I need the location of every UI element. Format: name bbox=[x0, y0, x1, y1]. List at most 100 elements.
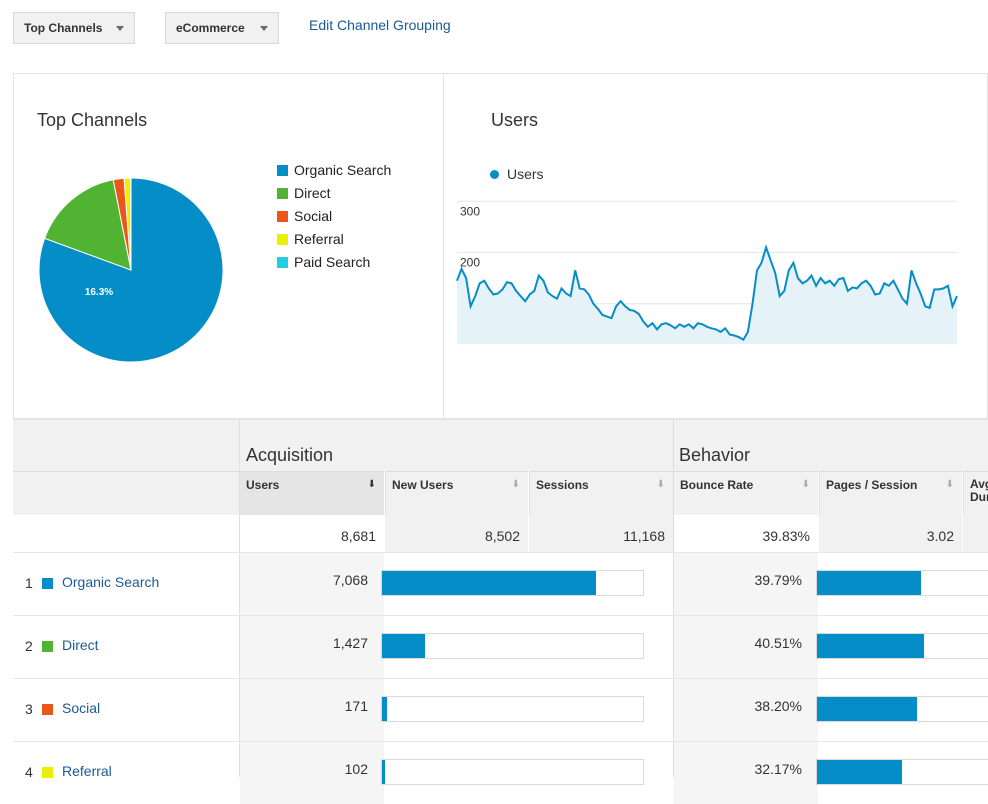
sort-icon: ⬇ bbox=[656, 479, 665, 490]
sort-desc-icon: ⬇ bbox=[367, 479, 376, 490]
bounce-rate-bar-fill bbox=[817, 697, 918, 721]
y-tick-label: 300 bbox=[460, 204, 480, 218]
row-rank: 4 bbox=[25, 764, 33, 780]
pie-slice-paid-search[interactable] bbox=[129, 177, 132, 271]
row-users: 102 bbox=[240, 742, 384, 804]
top-channels-dropdown[interactable]: Top Channels bbox=[13, 12, 135, 44]
users-column-header[interactable]: Users ⬇ bbox=[240, 471, 384, 515]
bounce-rate-bar-fill bbox=[817, 634, 924, 658]
bounce-rate-bar bbox=[816, 633, 988, 659]
legend-paid-search: Paid Search bbox=[277, 253, 370, 271]
users-share-bar-fill bbox=[382, 571, 597, 595]
bounce-rate-column-label: Bounce Rate bbox=[680, 478, 754, 492]
bounce-rate-column-header[interactable]: Bounce Rate ⬇ bbox=[674, 471, 818, 515]
table-row: 4 Referral 102 32.17% bbox=[13, 741, 988, 804]
channel-column-header bbox=[13, 471, 239, 515]
legend-swatch bbox=[277, 234, 288, 245]
row-users: 171 bbox=[240, 679, 384, 741]
row-rank: 1 bbox=[25, 575, 33, 591]
ecommerce-dropdown-label: eCommerce bbox=[176, 21, 245, 35]
sort-icon: ⬇ bbox=[511, 479, 520, 490]
legend-organic-search: Organic Search bbox=[277, 161, 391, 179]
total-avg-duration bbox=[963, 515, 988, 552]
users-share-bar bbox=[381, 570, 644, 596]
avg-column-label: Avg bbox=[970, 477, 988, 491]
bounce-rate-bar bbox=[816, 570, 988, 596]
legend-label: Paid Search bbox=[294, 254, 371, 270]
bounce-rate-bar bbox=[816, 759, 988, 785]
channel-link[interactable]: Social bbox=[62, 700, 101, 716]
users-share-bar bbox=[381, 633, 644, 659]
legend-dot-icon bbox=[490, 170, 499, 179]
legend-swatch bbox=[277, 165, 288, 176]
row-users: 7,068 bbox=[240, 553, 384, 615]
table-header-band bbox=[13, 419, 988, 471]
channel-color-chip bbox=[42, 641, 53, 652]
users-share-bar bbox=[381, 696, 644, 722]
channel-color-chip bbox=[42, 767, 53, 778]
new-users-column-header[interactable]: New Users ⬇ bbox=[385, 471, 528, 515]
row-bounce-rate: 32.17% bbox=[674, 742, 818, 804]
users-area bbox=[457, 247, 957, 344]
pie-label-direct: 16.3% bbox=[85, 287, 113, 298]
edit-channel-grouping-link[interactable]: Edit Channel Grouping bbox=[309, 17, 451, 33]
legend-label: Referral bbox=[294, 231, 344, 247]
line-chart: 300200100December 2022January 2023 bbox=[456, 200, 958, 344]
row-rank: 3 bbox=[25, 701, 33, 717]
total-new-users: 8,502 bbox=[385, 515, 528, 552]
pie-slice-direct[interactable] bbox=[43, 179, 132, 271]
dur-column-label: Dur bbox=[970, 490, 988, 504]
legend-social: Social bbox=[277, 207, 332, 225]
ecommerce-dropdown[interactable]: eCommerce bbox=[165, 12, 279, 44]
total-sessions: 11,168 bbox=[529, 515, 673, 552]
channel-link[interactable]: Direct bbox=[62, 637, 99, 653]
sort-icon: ⬇ bbox=[945, 479, 954, 490]
legend-swatch bbox=[277, 257, 288, 268]
row-rank: 2 bbox=[25, 638, 33, 654]
users-column-label: Users bbox=[246, 478, 280, 492]
channel-color-chip bbox=[42, 704, 53, 715]
channel-link[interactable]: Organic Search bbox=[62, 574, 160, 590]
bounce-rate-bar-fill bbox=[817, 760, 902, 784]
top-channels-panel: Top Channels 80.6%16.3% Organic Search D… bbox=[13, 73, 444, 419]
table-row: 2 Direct 1,427 40.51% bbox=[13, 615, 988, 678]
bounce-rate-bar-fill bbox=[817, 571, 922, 595]
users-share-bar-fill bbox=[382, 760, 386, 784]
pages-session-column-label: Pages / Session bbox=[826, 478, 918, 492]
users-series-line bbox=[456, 244, 958, 341]
bounce-rate-bar bbox=[816, 696, 988, 722]
chevron-down-icon bbox=[260, 26, 268, 31]
table-row: 3 Social 171 38.20% bbox=[13, 678, 988, 741]
legend-label: Direct bbox=[294, 185, 331, 201]
behavior-group-label: Behavior bbox=[679, 445, 751, 465]
pie-panel-title: Top Channels bbox=[37, 110, 148, 130]
pages-session-column-header[interactable]: Pages / Session ⬇ bbox=[819, 471, 962, 515]
legend-label: Social bbox=[294, 208, 333, 224]
sessions-column-header[interactable]: Sessions ⬇ bbox=[529, 471, 673, 515]
line-legend-label: Users bbox=[507, 166, 544, 182]
top-channels-dropdown-label: Top Channels bbox=[24, 21, 103, 35]
chevron-down-icon bbox=[116, 26, 124, 31]
sessions-column-label: Sessions bbox=[536, 478, 589, 492]
row-bounce-rate: 38.20% bbox=[674, 679, 818, 741]
pie-chart: 80.6%16.3% bbox=[38, 177, 224, 363]
legend-swatch bbox=[277, 188, 288, 199]
pie-slice-organic-search[interactable] bbox=[38, 177, 224, 363]
legend-swatch bbox=[277, 211, 288, 222]
avg-duration-column-header[interactable]: AvgDur bbox=[963, 471, 988, 515]
legend-label: Organic Search bbox=[294, 162, 392, 178]
users-share-bar-fill bbox=[382, 697, 388, 721]
row-bounce-rate: 39.79% bbox=[674, 553, 818, 615]
legend-direct: Direct bbox=[277, 184, 331, 202]
line-panel-title: Users bbox=[491, 110, 539, 130]
users-share-bar bbox=[381, 759, 644, 785]
line-legend: Users bbox=[490, 166, 544, 182]
users-panel: Users Users 300200100December 2022Januar… bbox=[443, 73, 988, 419]
legend-referral: Referral bbox=[277, 230, 344, 248]
channel-color-chip bbox=[42, 578, 53, 589]
acquisition-group-label: Acquisition bbox=[246, 445, 334, 465]
users-share-bar-fill bbox=[382, 634, 426, 658]
total-pages-session: 3.02 bbox=[819, 515, 962, 552]
new-users-column-label: New Users bbox=[392, 478, 454, 492]
channel-link[interactable]: Referral bbox=[62, 763, 112, 779]
